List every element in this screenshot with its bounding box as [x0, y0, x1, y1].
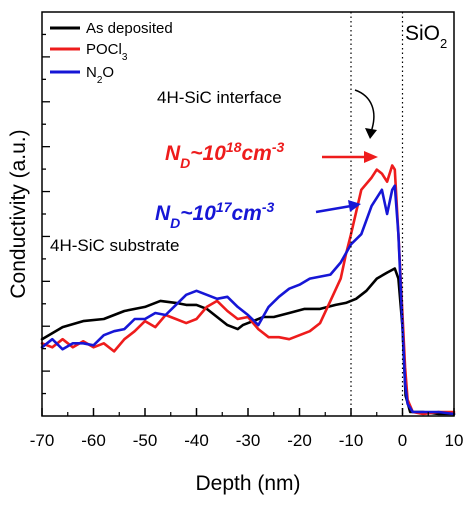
nd-low-annotation: ND~1017cm-3	[155, 199, 275, 231]
substrate-annotation: 4H-SiC substrate	[50, 236, 179, 255]
nd-high-arrow-head	[364, 151, 378, 163]
x-tick-label: -40	[184, 431, 209, 450]
x-tick-label: -60	[81, 431, 106, 450]
series-layer	[40, 164, 456, 416]
series-line-0	[40, 267, 456, 416]
y-axis-title: Conductivity (a.u.)	[7, 129, 30, 298]
interface-arrow-head	[365, 128, 377, 139]
sio2-region-label: SiO2	[405, 22, 447, 51]
axis-ticks	[41, 33, 455, 416]
nd-high-annotation: ND~1018cm-3	[165, 139, 285, 171]
x-tick-label: 10	[445, 431, 464, 450]
series-line-2	[40, 184, 456, 416]
interface-annotation: 4H-SiC interface	[157, 88, 282, 107]
x-tick-label: -10	[339, 431, 364, 450]
legend-label-n2o: N2O	[86, 64, 114, 86]
x-tick-label: 0	[398, 431, 407, 450]
x-axis-title: Depth (nm)	[195, 472, 300, 495]
x-tick-label: -30	[236, 431, 261, 450]
nd-low-arrow	[315, 204, 352, 214]
interface-arrow	[354, 89, 375, 133]
legend-label-as-deposited: As deposited	[86, 20, 173, 37]
x-tick-label: -70	[30, 431, 55, 450]
x-tick-label: -20	[287, 431, 312, 450]
legend-label-pocl3: POCl3	[86, 41, 128, 63]
reference-lines	[350, 12, 404, 416]
axis-tick-labels: -70 -60 -50 -40 -30 -20 -10 0 10	[30, 431, 464, 450]
x-tick-label: -50	[133, 431, 158, 450]
nd-low-arrow-head	[348, 200, 361, 212]
legend: As deposited POCl3 N2O	[50, 20, 173, 86]
